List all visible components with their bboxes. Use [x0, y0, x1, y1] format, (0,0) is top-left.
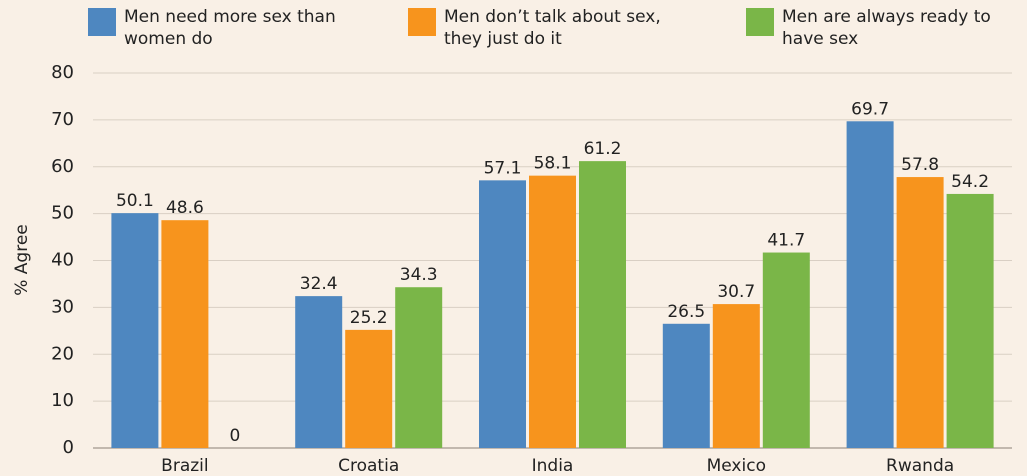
bar [345, 329, 393, 448]
bar [529, 175, 576, 448]
value-label: 58.1 [534, 154, 572, 174]
value-label: 61.2 [584, 139, 622, 159]
y-tick-label: 0 [63, 437, 74, 458]
legend-label: Men are always ready to have sex [782, 7, 991, 49]
legend-swatch [746, 8, 774, 36]
bar [846, 121, 894, 448]
y-tick-label: 50 [51, 203, 74, 224]
legend-item: Men need more sex than women do [88, 6, 374, 50]
bar [295, 296, 343, 448]
legend-item: Men are always ready to have sex [746, 6, 1027, 50]
x-tick-label: India [532, 456, 574, 476]
value-label: 54.2 [951, 172, 989, 192]
y-tick-label: 70 [51, 109, 74, 130]
value-label: 48.6 [166, 198, 204, 218]
bar [479, 180, 526, 448]
bar [395, 287, 443, 448]
value-label: 50.1 [116, 191, 154, 211]
bar [111, 213, 159, 448]
value-label: 26.5 [667, 302, 705, 322]
legend-swatch [88, 8, 116, 36]
x-tick-label: Brazil [161, 456, 208, 476]
value-label: 41.7 [767, 231, 805, 251]
x-tick-label: Croatia [338, 456, 399, 476]
bar [662, 323, 710, 448]
value-label: 30.7 [717, 282, 755, 302]
y-tick-label: 20 [51, 343, 74, 364]
value-label: 57.1 [484, 158, 522, 178]
y-axis-label: % Agree [12, 224, 32, 296]
y-tick-label: 60 [51, 156, 74, 177]
legend-label: Men don’t talk about sex, they just do i… [444, 7, 661, 49]
x-tick-label: Mexico [707, 456, 766, 476]
bar [896, 177, 944, 448]
legend-label: Men need more sex than women do [124, 7, 336, 49]
legend-item: Men don’t talk about sex, they just do i… [408, 6, 694, 50]
bar [579, 161, 626, 448]
bar [712, 304, 760, 448]
y-tick-label: 40 [51, 250, 74, 271]
bar [762, 252, 810, 448]
y-tick-label: 30 [51, 296, 74, 317]
bar [161, 220, 209, 448]
value-label: 34.3 [400, 265, 438, 285]
y-tick-label: 10 [51, 390, 74, 411]
bar [946, 193, 994, 448]
value-label: 0 [229, 426, 240, 446]
legend-swatch [408, 8, 436, 36]
value-label: 69.7 [851, 99, 889, 119]
x-tick-label: Rwanda [886, 456, 954, 476]
value-label: 25.2 [350, 308, 388, 328]
y-tick-label: 80 [51, 62, 74, 83]
value-label: 57.8 [901, 155, 939, 175]
value-label: 32.4 [300, 274, 338, 294]
